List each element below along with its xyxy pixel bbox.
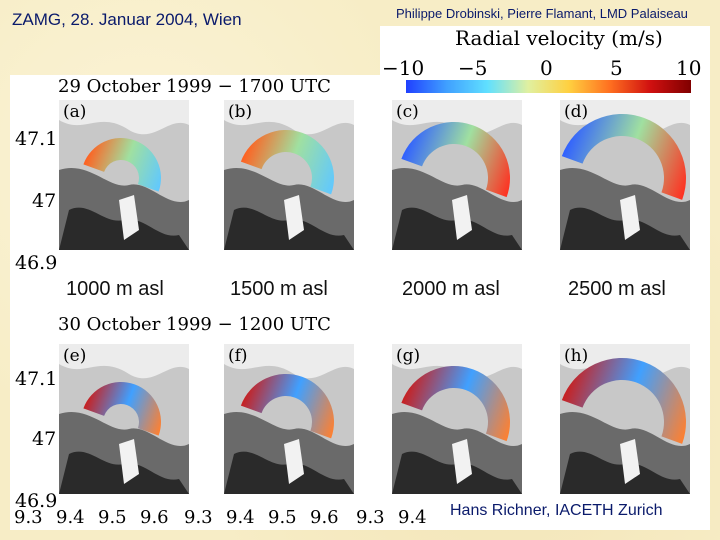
colorbar-tick: 5 <box>610 56 623 80</box>
x-tick: 9.3 <box>14 507 43 528</box>
radar-panel: (g) <box>392 344 522 494</box>
panel-label: (e) <box>63 346 87 366</box>
x-tick: 9.5 <box>98 507 127 528</box>
altitude-label: 1000 m asl <box>66 278 164 300</box>
altitude-label: 2000 m asl <box>402 278 500 300</box>
terrain-map <box>224 344 354 494</box>
radar-panel: (d) <box>560 100 690 250</box>
radar-panel: (f) <box>224 344 354 494</box>
y-tick: 47 <box>32 428 57 450</box>
panel-label: (g) <box>396 346 421 366</box>
panel-label: (c) <box>396 102 419 122</box>
x-tick: 9.4 <box>226 507 255 528</box>
x-tick: 9.5 <box>268 507 297 528</box>
y-tick: 47 <box>32 190 57 212</box>
x-tick: 9.4 <box>56 507 85 528</box>
x-tick: 9.6 <box>140 507 169 528</box>
panel-label: (h) <box>564 346 589 366</box>
row2-time-label: 30 October 1999 − 1200 UTC <box>58 314 331 335</box>
header-right: Philippe Drobinski, Pierre Flamant, LMD … <box>396 6 688 21</box>
colorbar-title: Radial velocity (m/s) <box>455 26 663 50</box>
panel-label: (b) <box>228 102 253 122</box>
colorbar-tick: −10 <box>382 56 425 80</box>
colorbar-tick: −5 <box>458 56 488 80</box>
radar-panel: (e) <box>59 344 189 494</box>
terrain-map <box>59 100 189 250</box>
x-tick: 9.4 <box>398 507 427 528</box>
colorbar-tick: 0 <box>540 56 553 80</box>
header-left: ZAMG, 28. Januar 2004, Wien <box>12 10 242 29</box>
terrain-map <box>392 344 522 494</box>
x-tick: 9.3 <box>356 507 385 528</box>
row1-time-label: 29 October 1999 − 1700 UTC <box>58 76 331 97</box>
terrain-map <box>560 344 690 494</box>
terrain-map <box>560 100 690 250</box>
terrain-map <box>59 344 189 494</box>
radar-panel: (b) <box>224 100 354 250</box>
terrain-map <box>224 100 354 250</box>
panel-label: (a) <box>63 102 87 122</box>
panel-label: (f) <box>228 346 248 366</box>
radar-panel: (h) <box>560 344 690 494</box>
terrain-map <box>392 100 522 250</box>
y-tick: 47.1 <box>15 128 58 150</box>
altitude-label: 1500 m asl <box>230 278 328 300</box>
y-tick: 47.1 <box>15 368 58 390</box>
radar-panel: (a) <box>59 100 189 250</box>
radar-panel: (c) <box>392 100 522 250</box>
colorbar-tick: 10 <box>676 56 702 80</box>
footer-credit: Hans Richner, IACETH Zurich <box>450 502 663 519</box>
x-tick: 9.3 <box>184 507 213 528</box>
y-tick: 46.9 <box>15 490 58 512</box>
colorbar-gradient <box>406 80 691 93</box>
x-tick: 9.6 <box>310 507 339 528</box>
panel-label: (d) <box>564 102 589 122</box>
altitude-label: 2500 m asl <box>568 278 666 300</box>
y-tick: 46.9 <box>15 252 58 274</box>
